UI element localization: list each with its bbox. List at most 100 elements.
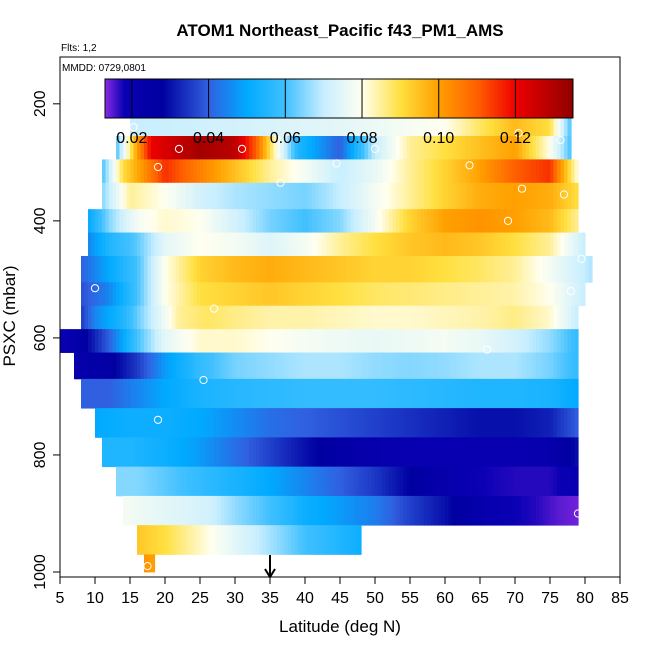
heatmap-cell (399, 255, 404, 283)
heatmap-cell (459, 305, 464, 330)
heatmap-cell (179, 159, 184, 184)
heatmap-cell (567, 378, 572, 409)
heatmap-cell (273, 525, 278, 555)
heatmap-cell (581, 255, 586, 283)
heatmap-cell (291, 329, 296, 353)
heatmap-cell (497, 352, 502, 380)
heatmap-cell (333, 182, 338, 210)
heatmap-cell (203, 408, 208, 438)
heatmap-cell (431, 466, 436, 497)
heatmap-cell (466, 495, 471, 526)
heatmap-cell (259, 282, 264, 307)
heatmap-cell (98, 282, 103, 307)
heatmap-cell (221, 159, 226, 184)
heatmap-cell (522, 159, 527, 184)
heatmap-cell (539, 495, 544, 526)
heatmap-cell (287, 118, 292, 137)
heatmap-cell (242, 255, 247, 283)
heatmap-cell (189, 182, 194, 210)
heatmap-cell (259, 378, 264, 409)
heatmap-cell (361, 182, 366, 210)
heatmap-cell (466, 408, 471, 438)
heatmap-cell (497, 182, 502, 210)
heatmap-cell (511, 408, 516, 438)
heatmap-cell (553, 118, 558, 137)
heatmap-cell (392, 352, 397, 380)
heatmap-cell (298, 437, 303, 468)
heatmap-cell (469, 437, 474, 468)
heatmap-cell (189, 305, 194, 330)
heatmap-cell (564, 437, 569, 468)
heatmap-cell (319, 136, 324, 160)
heatmap-cell (452, 136, 457, 160)
heatmap-cell (179, 255, 184, 283)
heatmap-cell (399, 282, 404, 307)
heatmap-cell (130, 182, 135, 210)
heatmap-cell (340, 525, 345, 555)
heatmap-cell (469, 182, 474, 210)
heatmap-row (74, 352, 579, 380)
heatmap-cell (245, 437, 250, 468)
heatmap-cell (252, 466, 257, 497)
heatmap-cell (385, 352, 390, 380)
heatmap-cell (207, 182, 212, 210)
heatmap-cell (249, 378, 254, 409)
heatmap-cell (154, 495, 159, 526)
heatmap-cell (231, 255, 236, 283)
heatmap-cell (182, 209, 187, 233)
heatmap-cell (133, 182, 138, 210)
heatmap-cell (144, 378, 149, 409)
heatmap-cell (322, 136, 327, 160)
x-tick-label: 30 (226, 590, 244, 607)
heatmap-cell (322, 209, 327, 233)
heatmap-cell (501, 329, 506, 353)
heatmap-cell (126, 136, 131, 160)
heatmap-cell (473, 282, 478, 307)
heatmap-cell (529, 408, 534, 438)
heatmap-cell (109, 305, 114, 330)
heatmap-cell (256, 255, 261, 283)
heatmap-cell (242, 378, 247, 409)
heatmap-cell (77, 329, 82, 353)
heatmap-cell (427, 305, 432, 330)
heatmap-cell (210, 352, 215, 380)
heatmap-cell (403, 352, 408, 380)
heatmap-cell (459, 232, 464, 257)
heatmap-cell (483, 495, 488, 526)
heatmap-cell (553, 282, 558, 307)
heatmap-cell (256, 329, 261, 353)
heatmap-cell (350, 466, 355, 497)
heatmap-cell (417, 329, 422, 353)
heatmap-cell (140, 495, 145, 526)
heatmap-cell (473, 232, 478, 257)
heatmap-cell (543, 232, 548, 257)
heatmap-cell (298, 232, 303, 257)
heatmap-cell (270, 118, 275, 137)
heatmap-cell (536, 437, 541, 468)
y-tick-label: 800 (32, 442, 49, 469)
heatmap-cell (287, 159, 292, 184)
flight-point (276, 178, 285, 187)
heatmap-cell (308, 232, 313, 257)
heatmap-cell (378, 466, 383, 497)
heatmap-cell (151, 329, 156, 353)
heatmap-cell (483, 136, 488, 160)
heatmap-cell (469, 118, 474, 137)
heatmap-cell (84, 329, 89, 353)
heatmap-cell (368, 352, 373, 380)
heatmap-cell (207, 118, 212, 137)
heatmap-cell (196, 255, 201, 283)
heatmap-cell (270, 232, 275, 257)
heatmap-cell (158, 159, 163, 184)
heatmap-cell (336, 118, 341, 137)
heatmap-cell (105, 255, 110, 283)
heatmap-cell (277, 329, 282, 353)
heatmap-cell (522, 232, 527, 257)
heatmap-cell (452, 378, 457, 409)
heatmap-cell (259, 136, 264, 160)
heatmap-cell (133, 408, 138, 438)
heatmap-cell (455, 182, 460, 210)
heatmap-cell (130, 209, 135, 233)
heatmap-cell (98, 255, 103, 283)
heatmap-cell (140, 255, 145, 283)
